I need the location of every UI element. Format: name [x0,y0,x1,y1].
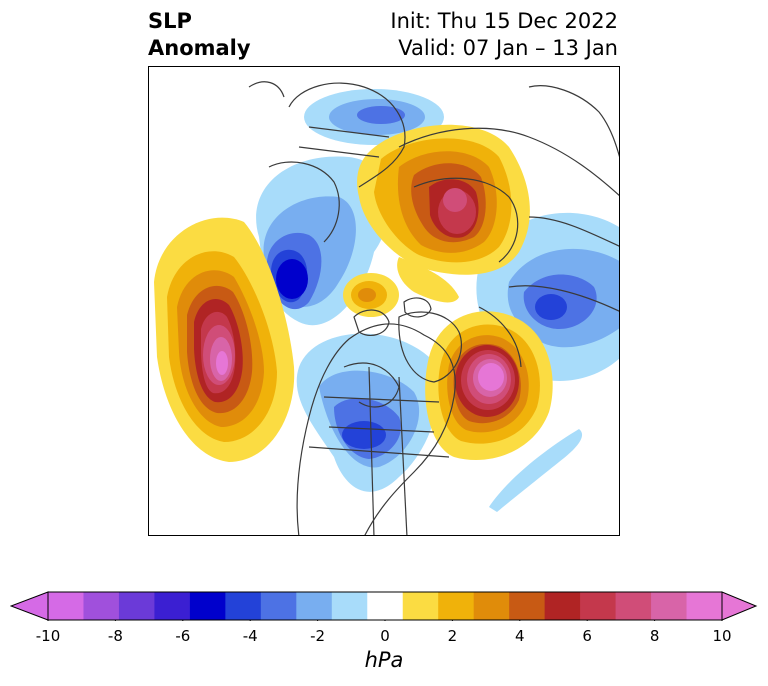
colorbar-tick-label: -4 [242,627,258,645]
init-date-label: Init: Thu 15 Dec 2022 [390,9,618,33]
colorbar-bin [331,592,368,620]
colorbar-bin [296,592,333,620]
colorbar-tick-label: 10 [712,627,732,645]
colorbar-bin [686,592,723,620]
colorbar-tick-label: 0 [380,627,390,645]
coastlines [248,81,619,535]
colorbar-bin [473,592,510,620]
positive-anomaly-north-atlantic [425,311,553,460]
colorbar-tick-label: -10 [35,627,61,645]
colorbar-bin [154,592,191,620]
positive-anomaly-arctic [343,273,399,317]
positive-anomaly-north-pacific [154,217,295,462]
colorbar-bin [260,592,297,620]
colorbar-tick-label: 4 [515,627,525,645]
colorbar-bin [225,592,262,620]
colorbar-tick-label: -6 [175,627,191,645]
colorbar-bin [544,592,581,620]
title-line-1: SLP [148,9,192,33]
colorbar-max-extend [721,591,758,621]
colorbar-bin [83,592,120,620]
valid-range-label: Valid: 07 Jan – 13 Jan [398,36,618,60]
colorbar-bin [509,592,546,620]
colorbar-bin [118,592,155,620]
colorbar-bin [367,592,404,620]
negative-anomaly-central-us [296,333,438,492]
title-line-2: Anomaly [148,36,251,60]
anomaly-map [154,81,619,535]
colorbar-bin [580,592,617,620]
colorbar-tick-label: -2 [310,627,326,645]
colorbar-tick-label: 6 [582,627,592,645]
map-panel [148,66,620,536]
map-title: SLP Anomaly [148,8,251,62]
colorbar-bin [48,592,84,620]
colorbar-bin [651,592,688,620]
colorbar-tick-label: 8 [649,627,660,645]
positive-anomaly-eastern-siberia [357,124,530,275]
colorbar-min-extend [10,591,49,621]
map-subtitle: Init: Thu 15 Dec 2022 Valid: 07 Jan – 13… [390,8,618,62]
colorbar-tick-label: 2 [447,627,458,645]
colorbar-unit-label: hPa [364,648,404,672]
negative-anomaly-atlantic-streamer [489,429,583,512]
colorbar-bin [438,592,475,620]
colorbar-bin [402,592,439,620]
colorbar-bin [189,592,226,620]
colorbar-bin [615,592,652,620]
colorbar [10,591,758,621]
colorbar-tick-label: -8 [107,627,123,645]
